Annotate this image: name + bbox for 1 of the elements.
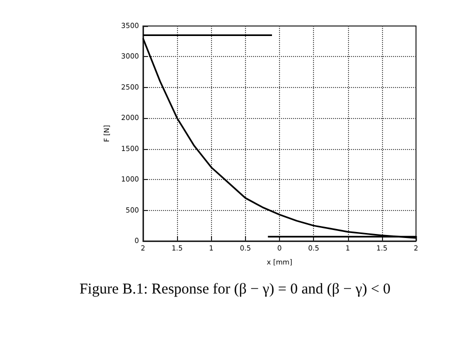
text: Figure B.1: Response for (β − γ) = 0 and (β − γ) < 0 [79,282,391,298]
